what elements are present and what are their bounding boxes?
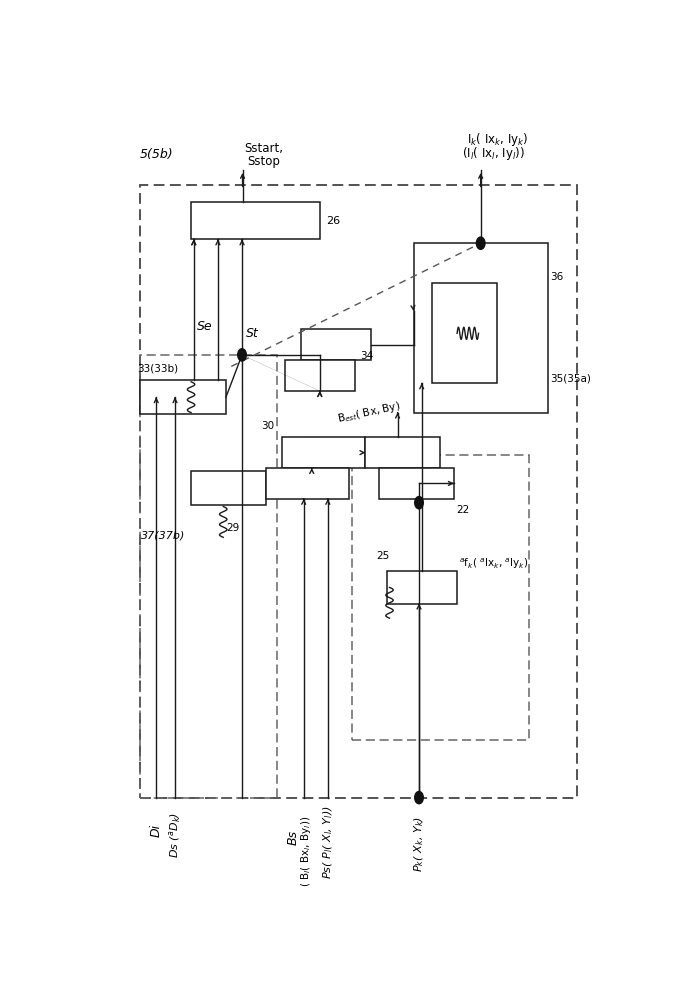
Text: Sstart,: Sstart,: [244, 142, 283, 155]
Text: Sstop: Sstop: [247, 155, 280, 168]
Text: 22: 22: [457, 505, 470, 515]
Bar: [387, 571, 457, 604]
Text: 26: 26: [326, 216, 340, 226]
Bar: [414, 243, 548, 413]
Bar: [432, 283, 497, 383]
Text: ( B$_l$( Bx$_l$, By$_l$)): ( B$_l$( Bx$_l$, By$_l$)): [300, 816, 313, 887]
Bar: [140, 380, 226, 414]
Circle shape: [238, 349, 246, 361]
Text: 35(35a): 35(35a): [550, 374, 591, 384]
Bar: [140, 355, 277, 798]
Text: St: St: [246, 327, 259, 340]
Text: 25: 25: [376, 551, 390, 561]
Text: 30: 30: [261, 421, 274, 431]
Text: Ps( P$_l$( X$_l$, Y$_l$)): Ps( P$_l$( X$_l$, Y$_l$)): [321, 805, 335, 879]
Bar: [352, 455, 529, 740]
Text: I$_k$( Ix$_k$, Iy$_k$): I$_k$( Ix$_k$, Iy$_k$): [467, 131, 529, 148]
Bar: [365, 437, 441, 468]
Text: Ds ($^a$D$_k$): Ds ($^a$D$_k$): [167, 812, 183, 858]
Text: 5(5b): 5(5b): [140, 148, 174, 161]
Text: 29: 29: [226, 523, 239, 533]
Circle shape: [415, 791, 424, 804]
Text: 33(33b): 33(33b): [138, 364, 179, 374]
Text: $^a$f$_k$( $^a$Ix$_k$, $^a$Iy$_k$): $^a$f$_k$( $^a$Ix$_k$, $^a$Iy$_k$): [459, 556, 529, 571]
Text: 37(37b): 37(37b): [141, 531, 185, 541]
Bar: [266, 468, 349, 499]
Bar: [191, 471, 266, 505]
Circle shape: [415, 497, 424, 509]
Circle shape: [476, 237, 485, 249]
Bar: [282, 437, 365, 468]
Text: Bs: Bs: [286, 830, 300, 845]
Text: Di: Di: [149, 823, 163, 837]
Text: 36: 36: [550, 272, 564, 282]
Text: (I$_l$( Ix$_l$, Iy$_l$)): (I$_l$( Ix$_l$, Iy$_l$)): [462, 145, 525, 162]
Bar: [285, 360, 355, 391]
Text: Se: Se: [197, 320, 212, 333]
Text: B$_{est}$( Bx, By): B$_{est}$( Bx, By): [336, 399, 401, 426]
Bar: [140, 185, 577, 798]
Text: 34: 34: [360, 351, 373, 361]
Bar: [379, 468, 454, 499]
Bar: [301, 329, 371, 360]
Text: P$_k$( X$_k$, Y$_k$): P$_k$( X$_k$, Y$_k$): [412, 816, 426, 872]
Bar: [191, 202, 320, 239]
